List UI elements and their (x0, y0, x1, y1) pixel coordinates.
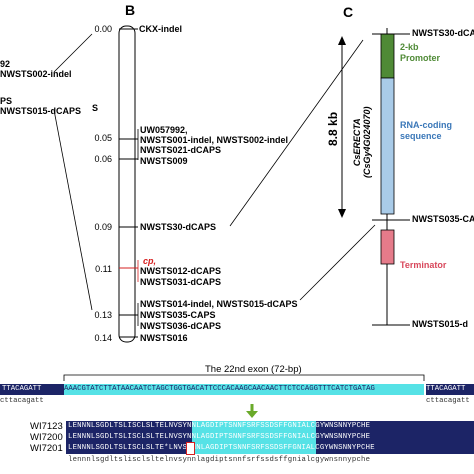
marker-label: UW057992, (140, 125, 188, 135)
panel-a-partial-label: NWSTS002-indel (0, 69, 72, 79)
protein-seq-text: LENNNLSGDLTSLISCLSLTELNVSYNNLAGDIPTSNNFS… (68, 422, 371, 430)
map-position: 0.09 (94, 222, 112, 232)
panel-c-label: C (343, 4, 354, 20)
sample-name: WI7201 (30, 443, 63, 454)
marker-label: CKX-indel (139, 24, 183, 34)
dna-consensus-left: cttacagatt (0, 397, 44, 405)
terminator-box (380, 229, 395, 265)
map-position: 0.14 (94, 333, 112, 343)
protein-seq-text: LENNNLSGDLTSLISCLSLTE*LNVSYNNLAGDIPTSNNF… (68, 444, 375, 452)
exon-bracket (63, 374, 425, 381)
connector-line (299, 224, 376, 301)
connector-line (53, 109, 93, 311)
stop-codon-box (186, 442, 195, 455)
connector-line (53, 33, 93, 73)
chromosome-bar (118, 25, 136, 343)
marker-label: NWSTS001-indel, NWSTS002-indel (140, 135, 289, 145)
dna-flank-left: TTACAGATT (0, 384, 64, 395)
rna-coding-box (380, 77, 395, 215)
map-position: 0.11 (95, 264, 112, 274)
exon-highlight (192, 421, 316, 454)
map-position: 0.13 (94, 310, 112, 320)
dna-flank-right: TTACAGATT (426, 384, 474, 395)
map-position: 0.00 (94, 24, 112, 34)
marker-label: NWSTS012-dCAPS (140, 266, 222, 276)
exon-sequence: AAACGTATCTTATAACAATCTAGCTGGTGACATTCCCACA… (64, 384, 424, 395)
panel-a-partial-label: NWSTS015-dCAPS (0, 106, 82, 116)
protein-consensus: lennnlsgdltslisclsltelnvsynnlagdiptsnnfs… (68, 456, 371, 464)
marker-label: NWSTS30-dCA (412, 28, 474, 38)
promoter-label: 2-kb Promoter (400, 42, 441, 63)
protein-seq-text: LENNNLSGDLTSLISCLSLTELNVSYNNLAGDIPTSNNFS… (68, 433, 371, 441)
cp-locus-label: cp, (143, 256, 157, 266)
map-position: 0.05 (94, 133, 112, 143)
marker-label: NWSTS035-CA (412, 214, 474, 224)
dna-consensus-right: cttacagatt (426, 397, 470, 405)
terminator-label: Terminator (400, 260, 447, 270)
marker-label: NWSTS014-indel, NWSTS015-dCAPS (140, 299, 298, 309)
panel-a-partial-label: S (92, 103, 99, 113)
sample-name: WI7123 (30, 421, 63, 432)
marker-label: NWSTS031-dCAPS (140, 277, 222, 287)
marker-label: NWSTS036-dCAPS (140, 321, 222, 331)
connector-line (229, 39, 364, 227)
marker-label: NWSTS021-dCAPS (140, 145, 222, 155)
marker-label: NWSTS016 (140, 333, 188, 343)
exon-title: The 22nd exon (72-bp) (205, 364, 302, 375)
panel-a-partial-label: 92 (0, 59, 11, 69)
map-position: 0.06 (94, 154, 112, 164)
arrow-head-up (338, 36, 346, 45)
marker-label: NWSTS015-d (412, 319, 469, 329)
rna-coding-label: RNA-coding sequence (400, 120, 452, 141)
sample-name: WI7200 (30, 432, 63, 443)
marker-label: NWSTS30-dCAPS (140, 222, 217, 232)
green-arrow-head (246, 411, 258, 418)
panel-a-partial-label: PS (0, 96, 13, 106)
arrow-head-down (338, 209, 346, 218)
marker-label: NWSTS009 (140, 156, 188, 166)
promoter-box (380, 33, 395, 79)
marker-label: NWSTS035-CAPS (140, 310, 216, 320)
panel-b-label: B (125, 2, 136, 18)
